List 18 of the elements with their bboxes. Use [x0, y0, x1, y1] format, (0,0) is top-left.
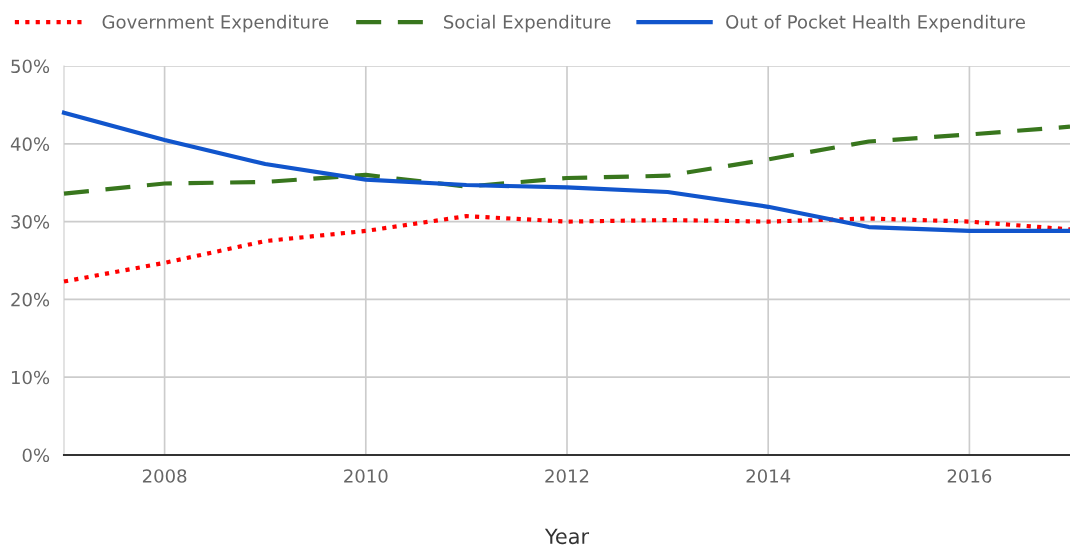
x-tick-label: 2008	[142, 469, 187, 483]
line-series	[61, 110, 1070, 234]
y-tick-label: 20%	[11, 292, 50, 307]
x-axis-title: Year	[544, 528, 590, 545]
x-tick-label: 2014	[746, 469, 791, 483]
y-tick-label: 0%	[22, 448, 50, 463]
line-series	[61, 124, 1070, 196]
x-tick-label: 2012	[545, 469, 589, 483]
x-tick-label: 2016	[947, 469, 992, 483]
line-series	[61, 214, 1070, 284]
y-tick-label: 10%	[11, 370, 50, 385]
legend-label: Out of Pocket Health Expenditure	[726, 14, 1025, 33]
y-tick-label: 50%	[11, 59, 50, 74]
y-tick-label: 40%	[10, 137, 50, 151]
legend-label: Government Expenditure	[102, 14, 329, 33]
y-tick-label: 30%	[11, 215, 50, 229]
x-tick-label: 2010	[344, 469, 388, 483]
legend-label: Social Expenditure	[444, 14, 611, 33]
